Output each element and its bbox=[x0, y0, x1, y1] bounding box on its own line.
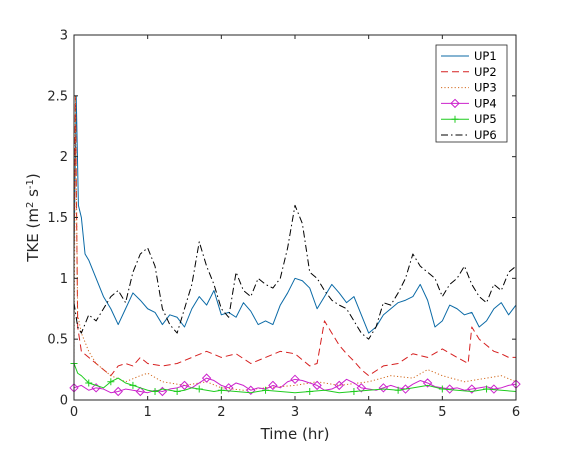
series-line-up1 bbox=[73, 95, 517, 334]
series-marker-plus bbox=[217, 386, 225, 394]
legend-label: UP3 bbox=[474, 81, 497, 95]
series-marker-diamond bbox=[113, 386, 123, 397]
x-tick-label: 1 bbox=[144, 405, 152, 420]
series-marker-diamond bbox=[489, 384, 499, 394]
legend-label: UP1 bbox=[474, 49, 497, 63]
series-up3 bbox=[73, 95, 517, 391]
x-tick-label: 2 bbox=[217, 405, 225, 420]
y-tick-label: 1 bbox=[60, 272, 68, 287]
x-tick-label: 6 bbox=[512, 405, 520, 420]
series-up1 bbox=[73, 95, 517, 334]
series-marker-diamond bbox=[334, 380, 344, 391]
series-marker-diamond bbox=[378, 383, 389, 393]
legend-entry-up3: UP3 bbox=[441, 81, 497, 95]
series-marker-plus bbox=[483, 385, 491, 393]
series-up2 bbox=[73, 95, 516, 377]
series-marker-plus bbox=[85, 379, 93, 387]
series-marker-plus bbox=[195, 385, 203, 393]
series-line-up6 bbox=[73, 204, 517, 340]
x-tick-label: 4 bbox=[365, 405, 373, 420]
series-marker-diamond bbox=[223, 383, 234, 393]
legend-label: UP5 bbox=[474, 112, 497, 126]
series-marker-diamond bbox=[290, 374, 300, 385]
legend-label: UP6 bbox=[474, 128, 497, 142]
x-axis-label: Time (hr) bbox=[260, 425, 330, 443]
series-marker-diamond bbox=[179, 380, 190, 391]
series-marker-diamond bbox=[201, 373, 212, 383]
series-layer bbox=[69, 95, 521, 397]
legend-label: UP2 bbox=[474, 65, 497, 79]
series-marker-plus bbox=[451, 115, 459, 123]
y-tick-label: 2.5 bbox=[47, 89, 68, 104]
series-marker-plus bbox=[262, 386, 270, 394]
series-marker-diamond bbox=[400, 384, 411, 394]
series-marker-diamond bbox=[268, 380, 278, 391]
series-marker-diamond bbox=[450, 98, 460, 109]
series-marker-plus bbox=[107, 378, 115, 386]
series-up6 bbox=[73, 204, 517, 340]
series-marker-diamond bbox=[246, 385, 256, 395]
series-line-up5 bbox=[73, 363, 517, 394]
y-tick-label: 1.5 bbox=[47, 211, 68, 226]
series-marker-diamond bbox=[422, 378, 433, 388]
tick-layer: 0 1 2 3 4 5 6 0 0.5 1 1.5 2 2.5 3 bbox=[47, 29, 520, 421]
y-tick-label: 2 bbox=[60, 150, 68, 165]
legend-entry-up4: UP4 bbox=[441, 96, 497, 110]
series-marker-plus bbox=[306, 387, 314, 395]
series-marker-plus bbox=[129, 381, 137, 389]
series-marker-diamond bbox=[444, 384, 455, 394]
legend-entry-up1: UP1 bbox=[441, 49, 497, 63]
legend-label: UP4 bbox=[474, 96, 497, 110]
series-line-up3 bbox=[73, 95, 517, 391]
series-marker-diamond bbox=[467, 384, 477, 394]
y-tick-label: 0.5 bbox=[47, 333, 68, 348]
x-tick-label: 0 bbox=[70, 405, 78, 420]
y-tick-label: 3 bbox=[60, 29, 68, 44]
series-marker-plus bbox=[151, 387, 159, 395]
series-marker-diamond bbox=[135, 386, 146, 397]
y-tick-label: 0 bbox=[60, 394, 68, 409]
series-up5 bbox=[70, 360, 517, 395]
series-marker-plus bbox=[438, 385, 446, 393]
legend-entry-up2: UP2 bbox=[441, 65, 497, 79]
x-tick-label: 5 bbox=[438, 405, 446, 420]
series-marker-plus bbox=[350, 387, 358, 395]
y-axis-label: TKE (m2 s-1) bbox=[24, 173, 42, 263]
legend-box bbox=[435, 44, 508, 143]
legend-entry-up5: UP5 bbox=[441, 112, 497, 126]
series-line-up2 bbox=[73, 95, 516, 377]
series-marker-plus bbox=[394, 386, 402, 394]
series-marker-diamond bbox=[356, 383, 367, 393]
series-marker-diamond bbox=[312, 380, 322, 391]
series-marker-plus bbox=[173, 387, 181, 395]
legend-entry-up6: UP6 bbox=[441, 128, 497, 142]
x-tick-label: 3 bbox=[291, 405, 299, 420]
